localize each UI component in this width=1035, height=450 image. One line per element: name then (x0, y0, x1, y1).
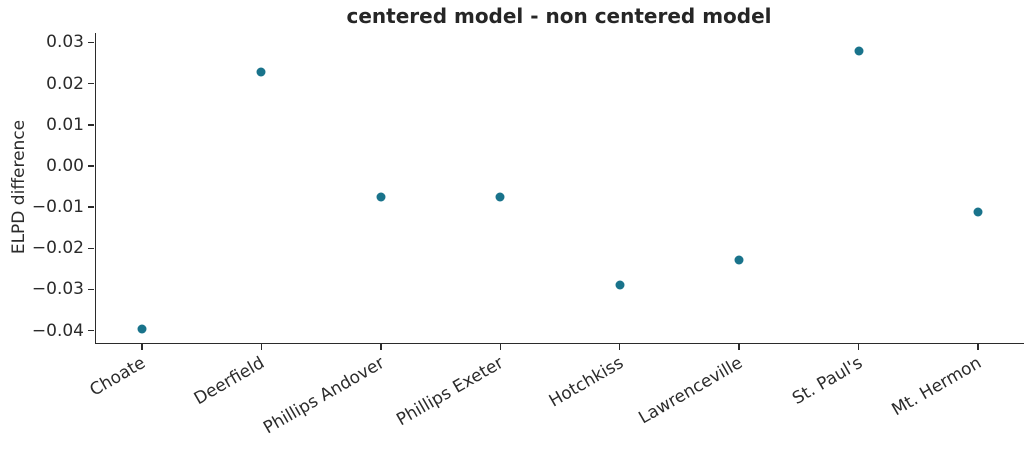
y-tick-label: 0.01 (46, 114, 84, 135)
data-point-choate (137, 324, 147, 334)
data-point-mt-hermon (973, 207, 983, 217)
y-tick-label: −0.01 (31, 197, 84, 218)
y-tick-mark (88, 329, 94, 332)
y-tick-label: −0.04 (31, 320, 84, 341)
y-tick-label: 0.03 (46, 32, 84, 53)
y-tick-mark (88, 82, 94, 85)
y-tick-mark (88, 288, 94, 291)
y-tick-label: −0.02 (31, 238, 84, 259)
data-point-phillips-exeter (495, 192, 505, 202)
plot-area: 0.03 0.02 0.01 0.00 −0.01 −0.02 −0.03 −0.04 Choa… (32, 32, 1024, 438)
y-tick-label: 0.02 (46, 73, 84, 94)
data-point-lawrenceville (734, 255, 744, 265)
y-tick-mark (88, 124, 94, 126)
x-tick-mark (141, 343, 143, 350)
y-axis-label: ELPD difference (9, 119, 29, 255)
y-tick-mark (88, 247, 94, 250)
y-tick-label: 0.00 (46, 155, 84, 176)
y-tick-mark (88, 41, 94, 44)
x-tick-mark (380, 343, 382, 350)
data-point-phillips-andover (376, 192, 386, 202)
x-tick-mark (260, 343, 263, 350)
x-tick-mark (857, 343, 860, 350)
y-tick-mark (88, 165, 94, 167)
data-point-st-paul-s (854, 46, 864, 56)
y-tick-label: −0.03 (31, 279, 84, 300)
chart-title: centered model - non centered model (346, 4, 772, 28)
data-point-deerfield (256, 67, 266, 77)
x-tick-mark (499, 343, 502, 350)
x-tick-mark (738, 343, 740, 350)
x-tick-mark (618, 343, 621, 350)
data-point-hotchkiss (615, 280, 625, 290)
y-tick-mark (88, 206, 94, 208)
x-tick-mark (977, 343, 979, 350)
